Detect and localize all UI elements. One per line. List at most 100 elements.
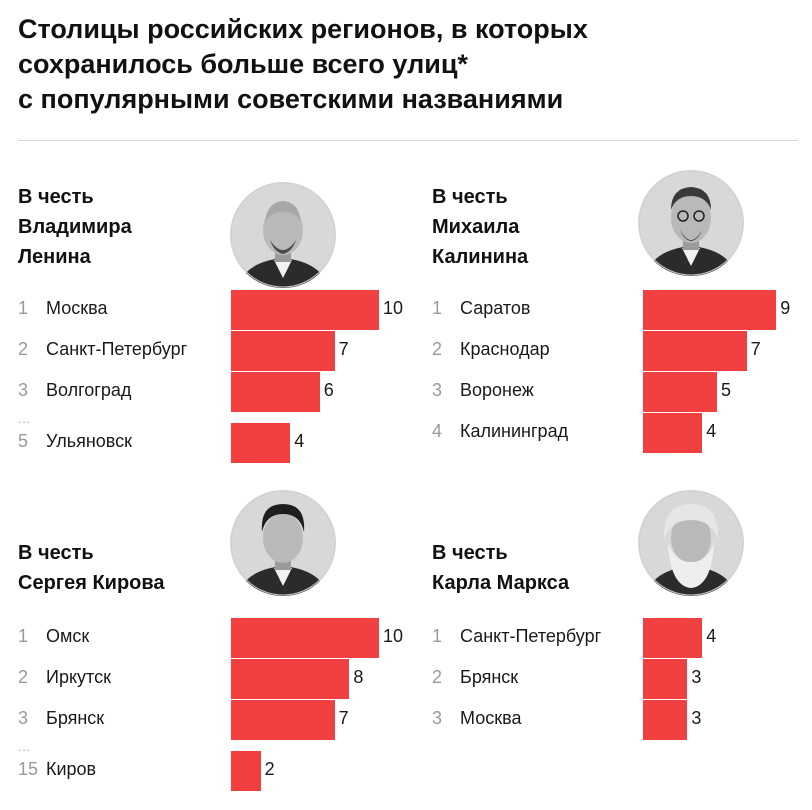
category-label: Санкт-Петербург — [46, 339, 188, 359]
gap-ellipsis: ... — [18, 412, 32, 426]
data-label: 8 — [353, 667, 364, 687]
category-label: Ульяновск — [46, 431, 133, 451]
bar-row: 1 Санкт-Петербург 4 — [432, 618, 812, 658]
category-label: Брянск — [46, 708, 105, 728]
bar-row: 2 Краснодар 7 — [432, 331, 812, 371]
category-label: Москва — [46, 298, 108, 318]
chart-panel: В честь Владимира Ленина 1 Москва 10 2 Санкт-Пе… — [18, 170, 408, 490]
bar — [231, 372, 320, 412]
rank-label: 2 — [432, 339, 443, 359]
rank-label: 4 — [432, 421, 443, 441]
data-label: 6 — [323, 380, 334, 400]
chart-title-line: В честь — [18, 186, 94, 208]
rank-label: 3 — [18, 380, 29, 400]
page-title-line: сохранилось больше всего улиц* — [18, 49, 468, 79]
rank-label: 1 — [432, 298, 443, 318]
bar-row: 3 Воронеж 5 — [432, 372, 812, 412]
bar — [231, 751, 261, 791]
chart-title-line: Сергея Кирова — [18, 572, 165, 594]
bar-row: 2 Иркутск 8 — [18, 659, 408, 699]
bar-row: 3 Москва 3 — [432, 700, 812, 740]
data-label: 3 — [691, 667, 702, 687]
category-label: Омск — [46, 626, 90, 646]
bar — [643, 659, 688, 699]
bar-row: 15 Киров 2 — [18, 751, 408, 791]
title-divider — [18, 140, 798, 141]
bar — [643, 618, 703, 658]
bar — [231, 618, 379, 658]
chart-title-line: Калинина — [432, 246, 529, 268]
data-label: 4 — [706, 421, 717, 441]
bar-row: 2 Брянск 3 — [432, 659, 812, 699]
chart-title-line: Владимира — [18, 216, 132, 238]
chart-title-line: В честь — [432, 186, 508, 208]
category-label: Брянск — [460, 667, 519, 687]
data-label: 4 — [294, 431, 305, 451]
category-label: Саратов — [460, 298, 531, 318]
bar — [643, 700, 688, 740]
page-title-line: Столицы российских регионов, в которых — [18, 14, 588, 44]
data-label: 10 — [383, 626, 404, 646]
chart-panel: В честь Сергея Кирова 1 Омск 10 2 Иркутск 8 3 Бря… — [18, 490, 408, 810]
bar-row: 3 Брянск 7 — [18, 700, 408, 740]
bar — [643, 372, 717, 412]
bar-row: 3 Волгоград 6 — [18, 372, 408, 412]
category-label: Краснодар — [460, 339, 550, 359]
category-label: Волгоград — [46, 380, 132, 400]
category-label: Иркутск — [46, 667, 111, 687]
rank-label: 5 — [18, 431, 29, 451]
rank-label: 15 — [18, 759, 39, 779]
gap-ellipsis: ... — [18, 740, 32, 754]
rank-label: 2 — [18, 667, 29, 687]
bar — [231, 423, 291, 463]
bar — [643, 331, 747, 371]
category-label: Киров — [46, 759, 97, 779]
marx-portrait — [638, 490, 744, 596]
category-label: Санкт-Петербург — [460, 626, 602, 646]
bar — [231, 659, 350, 699]
category-label: Москва — [460, 708, 522, 728]
data-label: 2 — [264, 759, 275, 779]
page-title-line: с популярными советскими названиями — [18, 84, 564, 114]
rank-label: 3 — [432, 380, 443, 400]
data-label: 5 — [721, 380, 732, 400]
rank-label: 1 — [432, 626, 443, 646]
chart-title-line: Карла Маркса — [432, 572, 570, 594]
bar-row: 1 Саратов 9 — [432, 290, 812, 330]
rank-label: 1 — [18, 298, 29, 318]
bar-row: 2 Санкт-Петербург 7 — [18, 331, 408, 371]
data-label: 7 — [750, 339, 761, 359]
data-label: 10 — [383, 298, 404, 318]
category-label: Калининград — [460, 421, 569, 441]
data-label: 9 — [780, 298, 791, 318]
bar — [231, 331, 335, 371]
bar — [231, 700, 335, 740]
bar-row: 1 Омск 10 — [18, 618, 408, 658]
bar — [643, 290, 777, 330]
rank-label: 3 — [432, 708, 443, 728]
chart-panel: В честь Карла Маркса 1 Санкт-Петербург 4 2 Бря… — [432, 490, 812, 810]
kirov-portrait — [230, 490, 336, 596]
data-label: 7 — [338, 339, 349, 359]
rank-label: 3 — [18, 708, 29, 728]
rank-label: 2 — [432, 667, 443, 687]
bar — [643, 413, 703, 453]
chart-title-line: В честь — [432, 542, 508, 564]
chart-title-line: В честь — [18, 542, 94, 564]
rank-label: 1 — [18, 626, 29, 646]
bar — [231, 290, 379, 330]
data-label: 3 — [691, 708, 702, 728]
category-label: Воронеж — [460, 380, 534, 400]
data-label: 7 — [338, 708, 349, 728]
page-title: Столицы российских регионов, в которых с… — [18, 12, 798, 117]
chart-panel: В честь Михаила Калинина 1 Саратов 9 2 Краснода… — [432, 170, 812, 490]
rank-label: 2 — [18, 339, 29, 359]
bar-row: 4 Калининград 4 — [432, 413, 812, 453]
bar-row: 1 Москва 10 — [18, 290, 408, 330]
bar-row: 5 Ульяновск 4 — [18, 423, 408, 463]
data-label: 4 — [706, 626, 717, 646]
chart-title-line: Ленина — [18, 246, 91, 268]
kalinin-portrait — [638, 170, 744, 276]
chart-title-line: Михаила — [432, 216, 520, 238]
lenin-portrait — [230, 182, 336, 288]
